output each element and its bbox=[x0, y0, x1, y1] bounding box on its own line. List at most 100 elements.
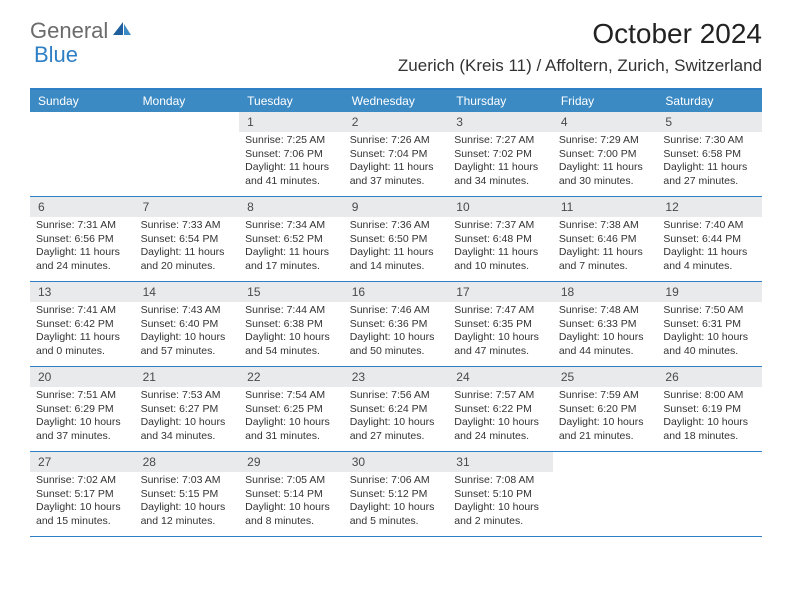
day-number: 5 bbox=[657, 112, 762, 132]
day-number: 6 bbox=[30, 197, 135, 217]
day-cell: 19Sunrise: 7:50 AMSunset: 6:31 PMDayligh… bbox=[657, 282, 762, 366]
title-block: October 2024 Zuerich (Kreis 11) / Affolt… bbox=[398, 18, 762, 76]
day-details: Sunrise: 7:30 AMSunset: 6:58 PMDaylight:… bbox=[657, 132, 762, 193]
day-cell: 14Sunrise: 7:43 AMSunset: 6:40 PMDayligh… bbox=[135, 282, 240, 366]
calendar: SundayMondayTuesdayWednesdayThursdayFrid… bbox=[30, 88, 762, 537]
day-details: Sunrise: 7:41 AMSunset: 6:42 PMDaylight:… bbox=[30, 302, 135, 363]
day-number: 27 bbox=[30, 452, 135, 472]
day-details: Sunrise: 7:54 AMSunset: 6:25 PMDaylight:… bbox=[239, 387, 344, 448]
day-cell: 20Sunrise: 7:51 AMSunset: 6:29 PMDayligh… bbox=[30, 367, 135, 451]
day-number: 20 bbox=[30, 367, 135, 387]
logo-text-general: General bbox=[30, 18, 108, 44]
day-number: 12 bbox=[657, 197, 762, 217]
day-cell: 16Sunrise: 7:46 AMSunset: 6:36 PMDayligh… bbox=[344, 282, 449, 366]
day-details: Sunrise: 7:34 AMSunset: 6:52 PMDaylight:… bbox=[239, 217, 344, 278]
day-details: Sunrise: 7:06 AMSunset: 5:12 PMDaylight:… bbox=[344, 472, 449, 533]
day-details: Sunrise: 7:08 AMSunset: 5:10 PMDaylight:… bbox=[448, 472, 553, 533]
day-cell: 3Sunrise: 7:27 AMSunset: 7:02 PMDaylight… bbox=[448, 112, 553, 196]
day-cell: 24Sunrise: 7:57 AMSunset: 6:22 PMDayligh… bbox=[448, 367, 553, 451]
day-number: 18 bbox=[553, 282, 658, 302]
week-row: 1Sunrise: 7:25 AMSunset: 7:06 PMDaylight… bbox=[30, 112, 762, 197]
logo-text-blue-wrap: Blue bbox=[38, 42, 78, 68]
day-cell: 10Sunrise: 7:37 AMSunset: 6:48 PMDayligh… bbox=[448, 197, 553, 281]
day-number: 11 bbox=[553, 197, 658, 217]
day-number: 15 bbox=[239, 282, 344, 302]
day-header-sunday: Sunday bbox=[30, 90, 135, 112]
day-cell: 30Sunrise: 7:06 AMSunset: 5:12 PMDayligh… bbox=[344, 452, 449, 536]
day-details: Sunrise: 7:27 AMSunset: 7:02 PMDaylight:… bbox=[448, 132, 553, 193]
week-row: 13Sunrise: 7:41 AMSunset: 6:42 PMDayligh… bbox=[30, 282, 762, 367]
day-details: Sunrise: 7:47 AMSunset: 6:35 PMDaylight:… bbox=[448, 302, 553, 363]
day-details: Sunrise: 7:57 AMSunset: 6:22 PMDaylight:… bbox=[448, 387, 553, 448]
day-number: 23 bbox=[344, 367, 449, 387]
day-details: Sunrise: 7:03 AMSunset: 5:15 PMDaylight:… bbox=[135, 472, 240, 533]
day-cell: 9Sunrise: 7:36 AMSunset: 6:50 PMDaylight… bbox=[344, 197, 449, 281]
day-number: 22 bbox=[239, 367, 344, 387]
day-details: Sunrise: 7:31 AMSunset: 6:56 PMDaylight:… bbox=[30, 217, 135, 278]
day-details: Sunrise: 7:43 AMSunset: 6:40 PMDaylight:… bbox=[135, 302, 240, 363]
day-cell: 26Sunrise: 8:00 AMSunset: 6:19 PMDayligh… bbox=[657, 367, 762, 451]
sail-icon bbox=[111, 20, 133, 43]
day-number: 3 bbox=[448, 112, 553, 132]
day-number: 31 bbox=[448, 452, 553, 472]
day-number: 29 bbox=[239, 452, 344, 472]
empty-day bbox=[135, 112, 240, 196]
day-header-saturday: Saturday bbox=[657, 90, 762, 112]
day-details: Sunrise: 7:48 AMSunset: 6:33 PMDaylight:… bbox=[553, 302, 658, 363]
day-cell: 18Sunrise: 7:48 AMSunset: 6:33 PMDayligh… bbox=[553, 282, 658, 366]
day-cell: 6Sunrise: 7:31 AMSunset: 6:56 PMDaylight… bbox=[30, 197, 135, 281]
day-header-friday: Friday bbox=[553, 90, 658, 112]
empty-day bbox=[553, 452, 658, 536]
day-details: Sunrise: 7:40 AMSunset: 6:44 PMDaylight:… bbox=[657, 217, 762, 278]
day-details: Sunrise: 7:51 AMSunset: 6:29 PMDaylight:… bbox=[30, 387, 135, 448]
day-header-wednesday: Wednesday bbox=[344, 90, 449, 112]
day-number: 2 bbox=[344, 112, 449, 132]
day-details: Sunrise: 8:00 AMSunset: 6:19 PMDaylight:… bbox=[657, 387, 762, 448]
week-row: 27Sunrise: 7:02 AMSunset: 5:17 PMDayligh… bbox=[30, 452, 762, 537]
day-cell: 17Sunrise: 7:47 AMSunset: 6:35 PMDayligh… bbox=[448, 282, 553, 366]
empty-day bbox=[30, 112, 135, 196]
day-header-row: SundayMondayTuesdayWednesdayThursdayFrid… bbox=[30, 90, 762, 112]
day-details: Sunrise: 7:53 AMSunset: 6:27 PMDaylight:… bbox=[135, 387, 240, 448]
day-number: 16 bbox=[344, 282, 449, 302]
day-details: Sunrise: 7:29 AMSunset: 7:00 PMDaylight:… bbox=[553, 132, 658, 193]
day-cell: 23Sunrise: 7:56 AMSunset: 6:24 PMDayligh… bbox=[344, 367, 449, 451]
month-title: October 2024 bbox=[398, 18, 762, 50]
day-cell: 2Sunrise: 7:26 AMSunset: 7:04 PMDaylight… bbox=[344, 112, 449, 196]
day-details: Sunrise: 7:56 AMSunset: 6:24 PMDaylight:… bbox=[344, 387, 449, 448]
empty-day bbox=[657, 452, 762, 536]
location-text: Zuerich (Kreis 11) / Affoltern, Zurich, … bbox=[398, 56, 762, 76]
day-details: Sunrise: 7:26 AMSunset: 7:04 PMDaylight:… bbox=[344, 132, 449, 193]
day-cell: 28Sunrise: 7:03 AMSunset: 5:15 PMDayligh… bbox=[135, 452, 240, 536]
day-number: 19 bbox=[657, 282, 762, 302]
week-row: 20Sunrise: 7:51 AMSunset: 6:29 PMDayligh… bbox=[30, 367, 762, 452]
day-details: Sunrise: 7:36 AMSunset: 6:50 PMDaylight:… bbox=[344, 217, 449, 278]
day-number: 25 bbox=[553, 367, 658, 387]
day-number: 1 bbox=[239, 112, 344, 132]
day-cell: 13Sunrise: 7:41 AMSunset: 6:42 PMDayligh… bbox=[30, 282, 135, 366]
day-cell: 22Sunrise: 7:54 AMSunset: 6:25 PMDayligh… bbox=[239, 367, 344, 451]
day-number: 17 bbox=[448, 282, 553, 302]
logo: General bbox=[30, 18, 138, 44]
day-details: Sunrise: 7:38 AMSunset: 6:46 PMDaylight:… bbox=[553, 217, 658, 278]
day-header-thursday: Thursday bbox=[448, 90, 553, 112]
day-cell: 21Sunrise: 7:53 AMSunset: 6:27 PMDayligh… bbox=[135, 367, 240, 451]
day-cell: 12Sunrise: 7:40 AMSunset: 6:44 PMDayligh… bbox=[657, 197, 762, 281]
day-number: 28 bbox=[135, 452, 240, 472]
day-number: 10 bbox=[448, 197, 553, 217]
day-number: 9 bbox=[344, 197, 449, 217]
week-row: 6Sunrise: 7:31 AMSunset: 6:56 PMDaylight… bbox=[30, 197, 762, 282]
day-cell: 7Sunrise: 7:33 AMSunset: 6:54 PMDaylight… bbox=[135, 197, 240, 281]
day-cell: 8Sunrise: 7:34 AMSunset: 6:52 PMDaylight… bbox=[239, 197, 344, 281]
day-details: Sunrise: 7:02 AMSunset: 5:17 PMDaylight:… bbox=[30, 472, 135, 533]
day-number: 26 bbox=[657, 367, 762, 387]
day-number: 8 bbox=[239, 197, 344, 217]
day-details: Sunrise: 7:33 AMSunset: 6:54 PMDaylight:… bbox=[135, 217, 240, 278]
day-number: 4 bbox=[553, 112, 658, 132]
day-cell: 29Sunrise: 7:05 AMSunset: 5:14 PMDayligh… bbox=[239, 452, 344, 536]
day-number: 14 bbox=[135, 282, 240, 302]
day-header-tuesday: Tuesday bbox=[239, 90, 344, 112]
day-cell: 25Sunrise: 7:59 AMSunset: 6:20 PMDayligh… bbox=[553, 367, 658, 451]
day-header-monday: Monday bbox=[135, 90, 240, 112]
day-number: 7 bbox=[135, 197, 240, 217]
